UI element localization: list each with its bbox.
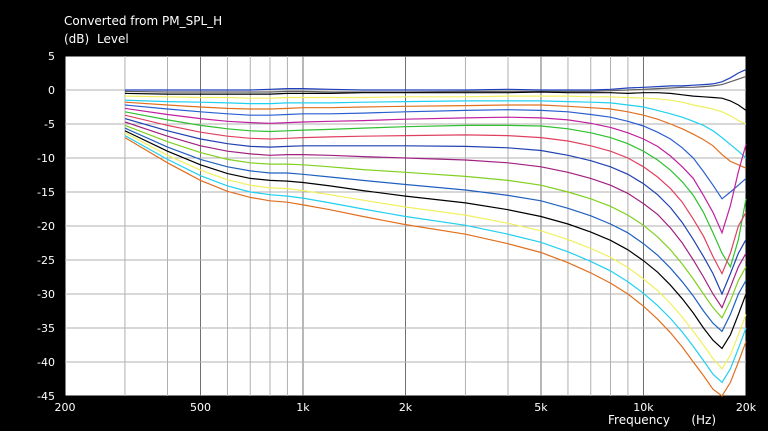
y-tick-label: -45 [37, 390, 55, 403]
y-tick-label: 5 [48, 50, 55, 63]
y-tick-label: -20 [37, 220, 55, 233]
y-tick-label: -40 [37, 356, 55, 369]
series-line-18 [124, 137, 747, 397]
x-tick-label: 5k [534, 401, 548, 414]
series-layer [124, 69, 747, 397]
series-line-7 [124, 104, 747, 200]
series-line-1 [125, 69, 747, 91]
y-tick-label: -10 [37, 152, 55, 165]
y-tick-label: -5 [44, 118, 55, 131]
series-line-9 [124, 111, 747, 269]
series-line-17 [124, 135, 747, 384]
y-tick-label: -15 [37, 186, 55, 199]
x-axis-unit: (Hz) [691, 413, 716, 427]
y-tick-label: -25 [37, 254, 55, 267]
x-tick-label: 200 [55, 401, 76, 414]
series-line-6 [124, 101, 747, 169]
y-axis-label: Level [97, 32, 129, 46]
series-line-14 [124, 127, 747, 333]
x-tick-label: 2k [399, 401, 413, 414]
series-line-8 [124, 107, 747, 235]
series-line-2 [124, 75, 747, 93]
y-tick-label: -35 [37, 322, 55, 335]
series-line-3 [124, 91, 747, 111]
x-tick-labels: 200 500 1k 2k 5k 10k 20k [55, 401, 757, 414]
series-line-4 [124, 95, 747, 125]
chart-title: Converted from PM_SPL_H [64, 14, 222, 28]
series-line-5 [124, 99, 747, 159]
series-line-11 [124, 118, 747, 296]
series-line-10 [124, 114, 747, 276]
y-tick-labels: 5 0 -5 -10 -15 -20 -25 -30 -35 -40 -45 [37, 50, 55, 403]
x-tick-label: 10k [633, 401, 654, 414]
series-line-12 [124, 121, 747, 309]
x-tick-label: 20k [736, 401, 757, 414]
series-line-16 [124, 132, 747, 370]
y-tick-label: 0 [48, 84, 55, 97]
x-axis-label: Frequency [608, 413, 670, 427]
x-tick-label: 1k [296, 401, 310, 414]
y-axis-unit: (dB) [64, 32, 89, 46]
series-line-15 [124, 130, 747, 350]
y-tick-label: -30 [37, 288, 55, 301]
x-tick-label: 500 [190, 401, 211, 414]
series-line-13 [124, 124, 747, 319]
